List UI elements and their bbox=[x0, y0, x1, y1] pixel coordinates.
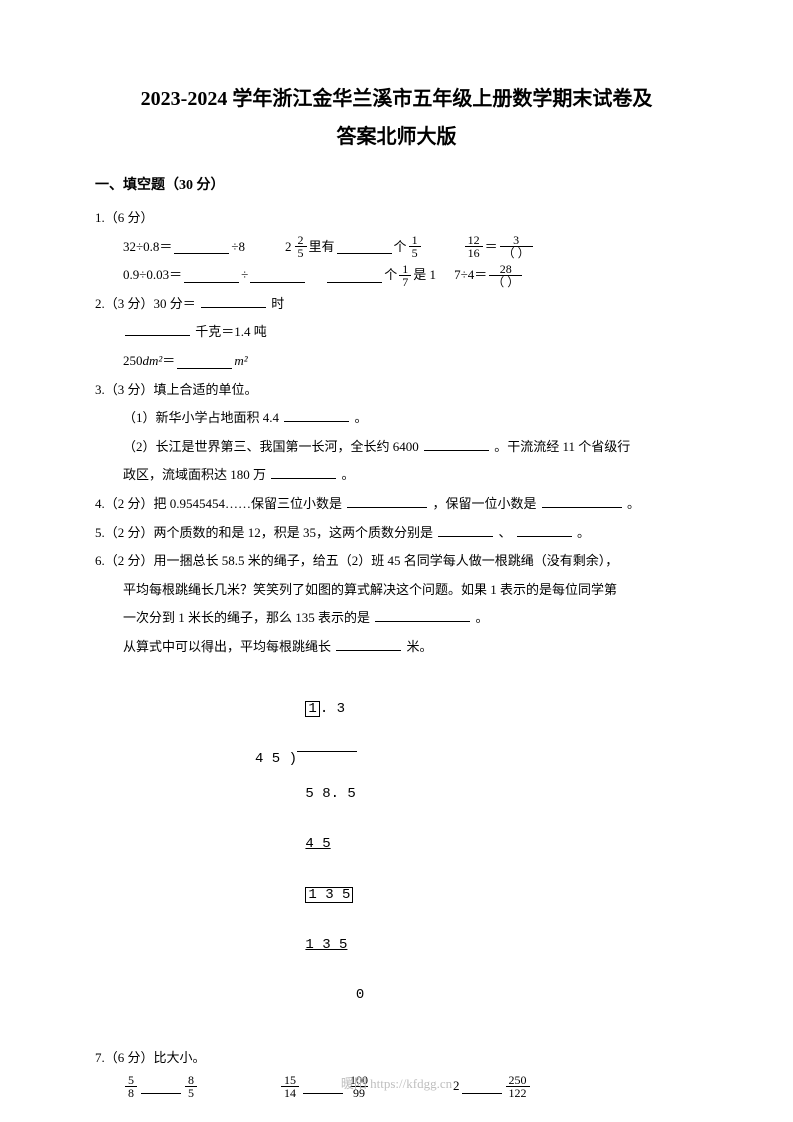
period: 。 bbox=[577, 525, 590, 540]
equals: ＝ bbox=[485, 233, 498, 262]
q6-line2-text: 平均每根跳绳长几米？笑笑列了如图的算式解决这个问题。如果 1 表示的是每位同学第 bbox=[123, 582, 617, 597]
blank bbox=[184, 268, 239, 283]
q3-p2a: （2）长江是世界第三、我国第一长河，全长约 6400 bbox=[123, 439, 419, 454]
q4-mid: ，保留一位小数是 bbox=[433, 496, 537, 511]
fraction: 3 （ ） bbox=[500, 234, 533, 259]
unit-dm2: dm² bbox=[143, 347, 163, 376]
question-4: 4.（2 分）把 0.9545454……保留三位小数是 ，保留一位小数是 。 bbox=[95, 490, 698, 519]
q1-p4b: ÷ bbox=[241, 261, 248, 290]
fraction: 12 16 bbox=[465, 234, 483, 259]
blank bbox=[250, 268, 305, 283]
q1-p1a: 32÷0.8＝ bbox=[123, 233, 172, 262]
text: 里有 bbox=[309, 233, 335, 262]
question-3: 3.（3 分）填上合适的单位。 bbox=[95, 376, 698, 405]
q4-label: 4.（2 分）把 0.9545454……保留三位小数是 bbox=[95, 496, 342, 511]
q5-label: 5.（2 分）两个质数的和是 12，积是 35，这两个质数分别是 bbox=[95, 525, 433, 540]
q2-line2: 千克＝1.4 吨 bbox=[95, 318, 698, 347]
title-line-1: 2023-2024 学年浙江金华兰溪市五年级上册数学期末试卷及 bbox=[95, 80, 698, 118]
q5-mid: 、 bbox=[499, 525, 512, 540]
title-line-2: 答案北师大版 bbox=[95, 118, 698, 156]
question-6: 6.（2 分）用一捆总长 58.5 米的绳子，给五（2）班 45 名同学每人做一… bbox=[95, 547, 698, 576]
question-7: 7.（6 分）比大小。 bbox=[95, 1044, 698, 1073]
q2-label: 2.（3 分）30 分＝ bbox=[95, 296, 196, 311]
blank bbox=[424, 436, 489, 451]
fraction: 28 （ ） bbox=[489, 263, 522, 288]
q1-row2: 0.9÷0.03＝ ÷ 个 1 7 是 1 7÷4＝ 28 （ ） bbox=[95, 261, 698, 290]
text: 是 1 bbox=[413, 261, 436, 290]
q2-line3: 250 dm² ＝ m² bbox=[95, 347, 698, 376]
sub1: 4 5 bbox=[305, 836, 330, 852]
dividend: 5 8. 5 bbox=[305, 786, 355, 802]
fraction: 1 5 bbox=[409, 234, 421, 259]
q1-p1b: ÷8 bbox=[231, 233, 245, 262]
q6-line3: 一次分到 1 米长的绳子，那么 135 表示的是 。 bbox=[95, 604, 698, 633]
q2-line2a: 千克＝1.4 吨 bbox=[195, 324, 267, 339]
q3-label: 3.（3 分）填上合适的单位。 bbox=[95, 382, 258, 397]
question-2: 2.（3 分）30 分＝ 时 bbox=[95, 290, 698, 319]
fraction: 1 7 bbox=[399, 263, 411, 288]
exam-title: 2023-2024 学年浙江金华兰溪市五年级上册数学期末试卷及 答案北师大版 bbox=[95, 80, 698, 156]
text: 个 bbox=[384, 261, 397, 290]
q1-p6a: 7÷4＝ bbox=[454, 261, 487, 290]
blank bbox=[271, 464, 336, 479]
section-1-heading: 一、填空题（30 分） bbox=[95, 174, 698, 194]
blank bbox=[284, 407, 349, 422]
blank bbox=[174, 239, 229, 254]
blank bbox=[336, 636, 401, 651]
q3-p2b: 。干流流经 11 个省级行 bbox=[494, 439, 630, 454]
period: 。 bbox=[476, 610, 489, 625]
blank bbox=[438, 522, 493, 537]
q3-p2c-text: 政区，流域面积达 180 万 bbox=[123, 467, 266, 482]
blank bbox=[327, 268, 382, 283]
q2-unit1: 时 bbox=[271, 296, 284, 311]
mixed-fraction: 2 2 5 bbox=[285, 233, 309, 262]
equals: ＝ bbox=[162, 347, 175, 376]
remainder1-box: 1 3 5 bbox=[305, 887, 353, 903]
q3-p1-text: （1）新华小学占地面积 4.4 bbox=[123, 410, 279, 425]
q7-label: 7.（6 分）比大小。 bbox=[95, 1050, 206, 1065]
quotient-box: 1 bbox=[305, 701, 319, 717]
q1-row1: 32÷0.8＝ ÷8 2 2 5 里有 个 1 5 12 16 ＝ 3 （ ） bbox=[95, 233, 698, 262]
q1-p4a: 0.9÷0.03＝ bbox=[123, 261, 182, 290]
unit-m2: m² bbox=[234, 347, 247, 376]
q6-label: 6.（2 分）用一捆总长 58.5 米的绳子，给五（2）班 45 名同学每人做一… bbox=[95, 553, 618, 568]
q3-p2c: 政区，流域面积达 180 万 。 bbox=[95, 461, 698, 490]
long-division-figure: 1. 3 4 5 ) 5 8. 5 4 5 1 3 5 1 3 5 0 bbox=[255, 668, 698, 1038]
blank bbox=[375, 607, 470, 622]
page-footer: 暖阳 https://kfdgg.cn bbox=[0, 1073, 793, 1092]
question-5: 5.（2 分）两个质数的和是 12，积是 35，这两个质数分别是 、 。 bbox=[95, 519, 698, 548]
page: 2023-2024 学年浙江金华兰溪市五年级上册数学期末试卷及 答案北师大版 一… bbox=[0, 0, 793, 1122]
fraction: 2 5 bbox=[295, 234, 307, 259]
divisor: 4 5 bbox=[255, 751, 280, 767]
q6-line3a: 一次分到 1 米长的绳子，那么 135 表示的是 bbox=[123, 610, 370, 625]
blank bbox=[337, 239, 392, 254]
blank bbox=[201, 293, 266, 308]
q6-line4a: 从算式中可以得出，平均每根跳绳长 bbox=[123, 639, 331, 654]
period: 。 bbox=[342, 467, 355, 482]
q6-line4: 从算式中可以得出，平均每根跳绳长 米。 bbox=[95, 633, 698, 662]
blank bbox=[517, 522, 572, 537]
period: 。 bbox=[355, 410, 368, 425]
q1-label: 1.（6 分） bbox=[95, 210, 154, 225]
blank bbox=[542, 493, 622, 508]
blank bbox=[125, 321, 190, 336]
q3-p2: （2）长江是世界第三、我国第一长河，全长约 6400 。干流流经 11 个省级行 bbox=[95, 433, 698, 462]
q6-line4b: 米。 bbox=[407, 639, 433, 654]
q6-line2: 平均每根跳绳长几米？笑笑列了如图的算式解决这个问题。如果 1 表示的是每位同学第 bbox=[95, 576, 698, 605]
text: 个 bbox=[394, 233, 407, 262]
whole: 2 bbox=[285, 233, 292, 262]
quotient-rest: . 3 bbox=[320, 701, 345, 717]
q3-p1: （1）新华小学占地面积 4.4 。 bbox=[95, 404, 698, 433]
remainder2: 0 bbox=[356, 987, 364, 1003]
period: 。 bbox=[627, 496, 640, 511]
blank bbox=[177, 354, 232, 369]
sub2: 1 3 5 bbox=[305, 937, 347, 953]
q2-250: 250 bbox=[123, 347, 143, 376]
blank bbox=[347, 493, 427, 508]
question-1: 1.（6 分） bbox=[95, 204, 698, 233]
